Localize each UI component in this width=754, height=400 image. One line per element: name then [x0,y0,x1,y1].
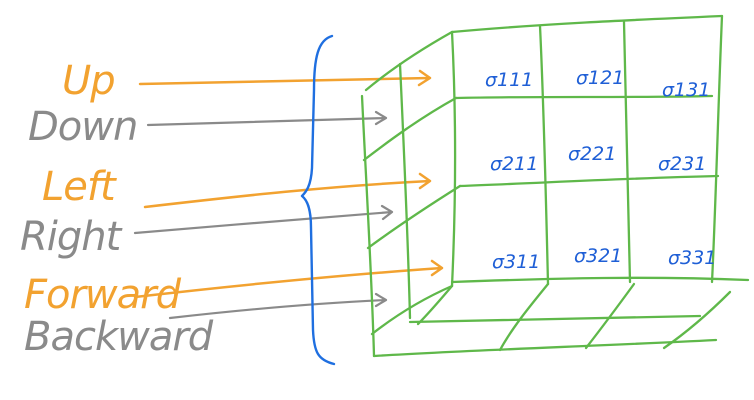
label-backward: Backward [24,314,214,360]
grid-row-line-1 [454,94,714,100]
grid-col-line-2 [622,20,632,284]
cube-back-left-edge [360,94,376,358]
cube-right-edge [710,14,724,284]
grid-row-line-3 [450,276,750,284]
cell-sigma-311: σ311 [492,251,540,273]
tensor-cube [360,14,750,358]
cube-bottom-diag-1 [498,282,550,352]
label-up: Up [62,58,115,104]
cube-bottom-edge-2 [372,338,718,358]
cube-bottom-diag-4 [416,284,454,326]
cube-bottom-diag-2 [584,282,636,350]
cube-inner-depth-col [398,62,412,320]
cube-depth-top [364,30,454,92]
label-down: Down [28,104,137,150]
cube-bottom-edge-1 [408,314,702,324]
arrow-right [133,204,394,235]
cell-sigma-321: σ321 [574,245,622,267]
curly-brace [300,34,336,366]
label-left: Left [42,164,117,210]
cube-depth-mid-2 [366,184,462,250]
cell-sigma-221: σ221 [568,143,616,165]
arrow-left [143,172,432,209]
arrow-down [146,110,388,127]
cell-sigma-331: σ331 [668,247,716,269]
cube-depth-mid-1 [362,96,458,162]
cube-left-edge [450,30,457,288]
grid-col-line-1 [538,24,550,286]
cell-sigma-211: σ211 [490,153,538,175]
cell-sigma-131: σ131 [662,79,710,101]
grid-row-line-2 [458,174,720,188]
cell-sigma-231: σ231 [658,153,706,175]
cube-bottom-front [370,284,454,336]
cube-bottom-diag-3 [662,290,732,350]
arrow-up [138,69,432,87]
arrow-forward [133,259,444,299]
cube-top-edge [450,14,724,34]
cell-sigma-111: σ111 [485,69,533,91]
arrow-backward [168,292,388,320]
label-right: Right [20,214,123,260]
cell-sigma-121: σ121 [576,67,624,89]
direction-arrows [133,69,444,320]
